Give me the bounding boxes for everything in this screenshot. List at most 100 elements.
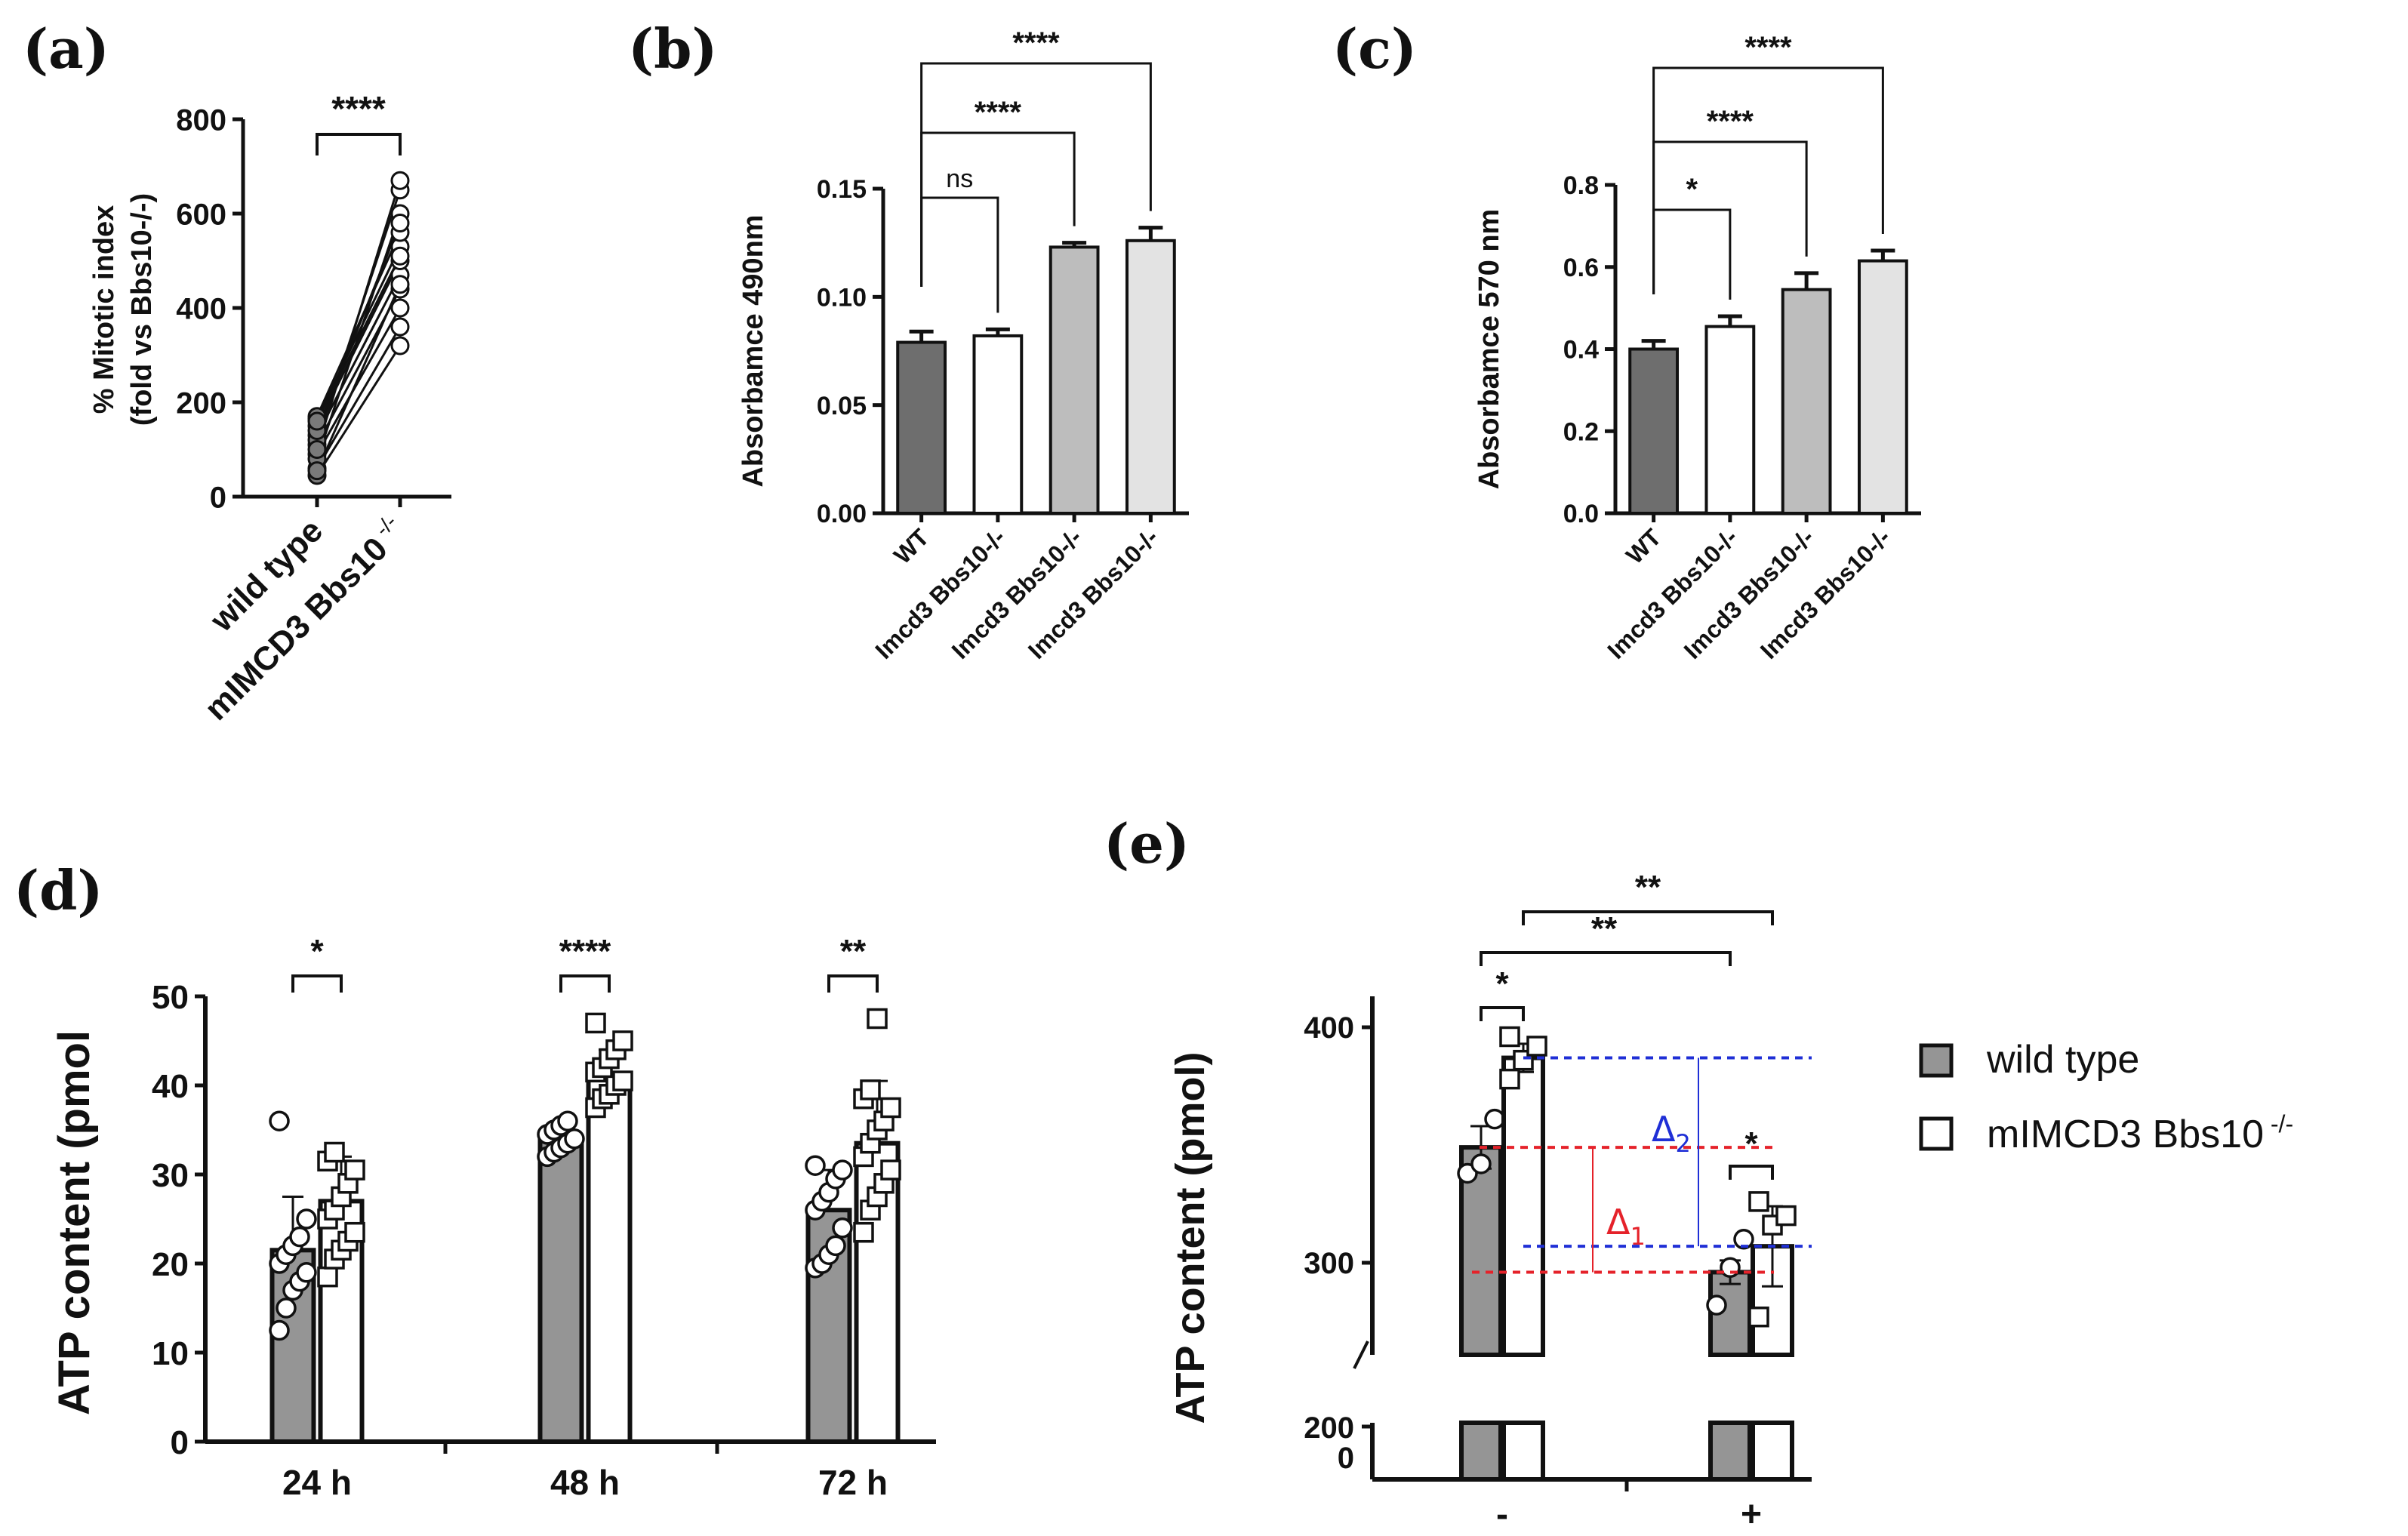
bar-lower — [1501, 1421, 1545, 1482]
point-mimcd3 — [860, 1079, 881, 1100]
bar — [1857, 259, 1908, 515]
x-label: Imcd3 Bbs10-/- — [1602, 523, 1742, 663]
point-mimcd3 — [1775, 1205, 1797, 1227]
y-tick-label: 50 — [152, 979, 189, 1016]
point-mimcd3 — [585, 1012, 606, 1034]
y-tick-label: 0.10 — [817, 284, 867, 312]
point-wild-type — [269, 1319, 290, 1341]
y-axis-title: Absorbamce 490nm — [737, 214, 769, 487]
y-tick-label: 0.15 — [817, 175, 867, 204]
y-tick-label: 0 — [1338, 1442, 1354, 1475]
point-wild-type — [276, 1297, 297, 1319]
point-mimcd3 — [1499, 1026, 1520, 1048]
bar — [1048, 245, 1100, 515]
point-mimcd3 — [317, 1266, 338, 1288]
point-mimcd3 — [390, 336, 410, 356]
y-tick-label: 0.05 — [817, 392, 867, 420]
x-label: 72 h — [818, 1463, 888, 1502]
point-wild-type — [269, 1110, 290, 1131]
y-tick-label: 20 — [152, 1246, 189, 1283]
y-tick-label: 200 — [176, 386, 226, 420]
y-tick-label: 0 — [171, 1424, 189, 1461]
sig-bracket — [1652, 66, 1884, 294]
point-mimcd3 — [1526, 1036, 1547, 1057]
panel-label-a: (a) — [23, 17, 109, 81]
pair-line — [316, 345, 402, 476]
y-tick-label: 0.0 — [1563, 500, 1599, 528]
delta2-symbol: Δ — [1652, 1109, 1676, 1150]
pair-line — [316, 246, 402, 420]
point-wild-type — [1720, 1257, 1741, 1278]
point-mimcd3 — [1748, 1191, 1769, 1212]
sig-label: **** — [1707, 105, 1754, 138]
axis-break — [1353, 1341, 1369, 1369]
point-wild-type — [307, 461, 327, 481]
point-wild-type — [805, 1155, 826, 1176]
legend-label-mimcd3-main: mIMCD3 Bbs10 — [1987, 1113, 2264, 1156]
sig-label: ** — [1635, 869, 1661, 906]
bar — [1628, 347, 1680, 515]
sig-bracket — [1652, 208, 1732, 300]
y-axis-title: % Mitotic index (fold vs Bbs10-/-) — [88, 193, 158, 426]
bar — [1781, 288, 1832, 515]
sig-bracket — [1729, 1165, 1774, 1180]
sig-label: ** — [1591, 910, 1618, 947]
sig-label: * — [1495, 965, 1509, 1002]
point-wild-type — [307, 440, 327, 459]
y-tick-label: 400 — [1304, 1011, 1354, 1045]
y-tick-label: 10 — [152, 1335, 189, 1372]
sig-label: * — [1686, 173, 1698, 206]
x-label: Imcd3 Bbs10-/- — [1755, 523, 1895, 663]
point-wild-type — [1706, 1294, 1727, 1316]
sig-bracket — [920, 62, 1152, 287]
point-wild-type — [832, 1217, 853, 1239]
legend-label-mimcd3-sup: -/- — [2264, 1110, 2293, 1137]
pair-line — [316, 326, 402, 469]
panel-d: (d) 0 10 20 30 40 50 24 h * 48 h **** 72 h ** ATP con… — [14, 858, 936, 1502]
sig-label: **** — [1744, 31, 1792, 64]
point-wild-type — [1484, 1108, 1505, 1130]
x-label: Imcd3 Bbs10-/- — [947, 523, 1087, 663]
sig-bracket — [1522, 910, 1774, 925]
panel-a: (a) 0 200 400 600 800 **** % Mitotic index (fold… — [23, 17, 451, 728]
legend-swatch-mimcd3 — [1919, 1116, 1954, 1151]
point-wild-type — [296, 1262, 317, 1283]
bar-lower — [1708, 1421, 1752, 1482]
legend-label-wild-type: wild type — [1986, 1038, 2139, 1082]
bar — [1704, 325, 1756, 515]
y-tick-label: 300 — [1304, 1247, 1354, 1280]
sig-bracket — [1480, 1006, 1525, 1021]
y-title-line-1: % Mitotic index — [88, 205, 120, 414]
panel-label-d: (d) — [14, 858, 103, 922]
point-mimcd3 — [612, 1030, 633, 1051]
pair-line — [316, 307, 402, 455]
bar-lower — [1751, 1421, 1794, 1482]
point-wild-type — [557, 1110, 578, 1131]
point-wild-type — [1733, 1229, 1754, 1250]
pair-line — [316, 274, 402, 436]
point-mimcd3 — [390, 214, 410, 232]
point-mimcd3 — [1513, 1049, 1534, 1071]
legend-swatch-wild-type — [1919, 1043, 1954, 1078]
x-label: WT — [888, 523, 935, 569]
y-tick-label: 200 — [1304, 1411, 1354, 1445]
x-label: - — [1496, 1494, 1508, 1534]
sig-label: ns — [946, 165, 973, 193]
x-label: WT — [1621, 523, 1667, 569]
y-tick-label: 30 — [152, 1157, 189, 1194]
bar — [537, 1136, 584, 1445]
point-mimcd3 — [390, 275, 410, 294]
y-tick-label: 40 — [152, 1068, 189, 1105]
point-mimcd3 — [880, 1097, 901, 1119]
sig-label: **** — [331, 89, 386, 128]
y-title-line-2: (fold vs Bbs10-/-) — [126, 193, 158, 426]
y-tick-label: 0.4 — [1563, 336, 1599, 365]
sig-label: **** — [559, 933, 611, 970]
y-tick-label: 0.6 — [1563, 254, 1599, 282]
delta1-label: Δ1 — [1606, 1202, 1646, 1251]
y-tick-label: 0.8 — [1563, 171, 1599, 200]
delta2-label: Δ2 — [1652, 1109, 1691, 1158]
legend-label-mimcd3: mIMCD3 Bbs10 -/- — [1987, 1110, 2293, 1156]
